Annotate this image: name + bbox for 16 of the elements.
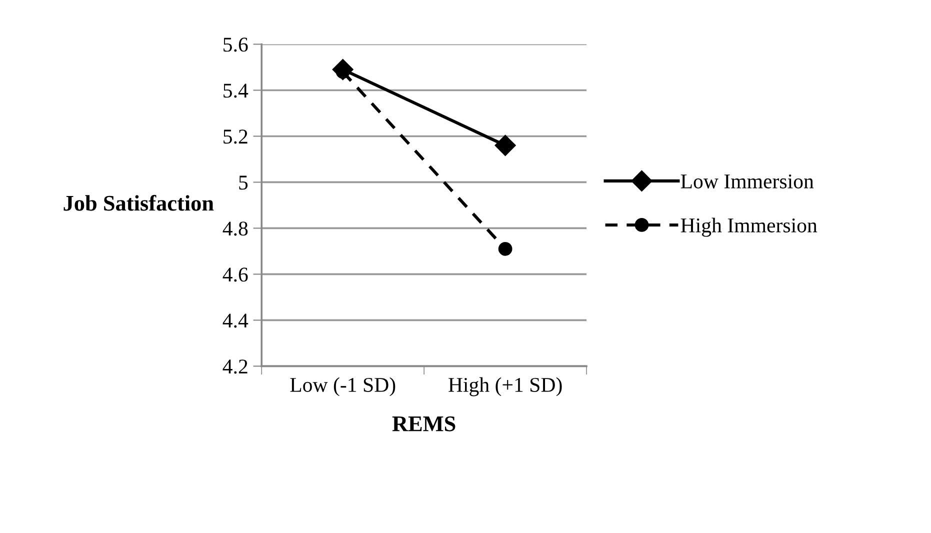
y-tick-label: 5.4 <box>224 84 248 98</box>
point <box>494 134 516 156</box>
y-tick-label: 5 <box>239 176 248 190</box>
y-tick-label: 4.6 <box>222 268 248 282</box>
y-tick-label: 4.8 <box>222 222 248 236</box>
y-tick-label: 5.6 <box>224 38 248 52</box>
point <box>498 242 512 256</box>
legend-label: Low Immersion <box>680 174 814 188</box>
y-tick-label: 4.2 <box>222 360 248 374</box>
y-tick-label: 4.4 <box>222 314 248 328</box>
x-tick-label: Low (-1 SD) <box>290 377 396 396</box>
legend-label: High Immersion <box>680 218 818 237</box>
x-tick-label: High (+1 SD) <box>448 377 562 396</box>
x-axis-title: REMS <box>392 416 456 432</box>
y-axis-title: Job Satisfaction <box>64 194 214 211</box>
y-tick-label: 5.2 <box>224 130 248 144</box>
